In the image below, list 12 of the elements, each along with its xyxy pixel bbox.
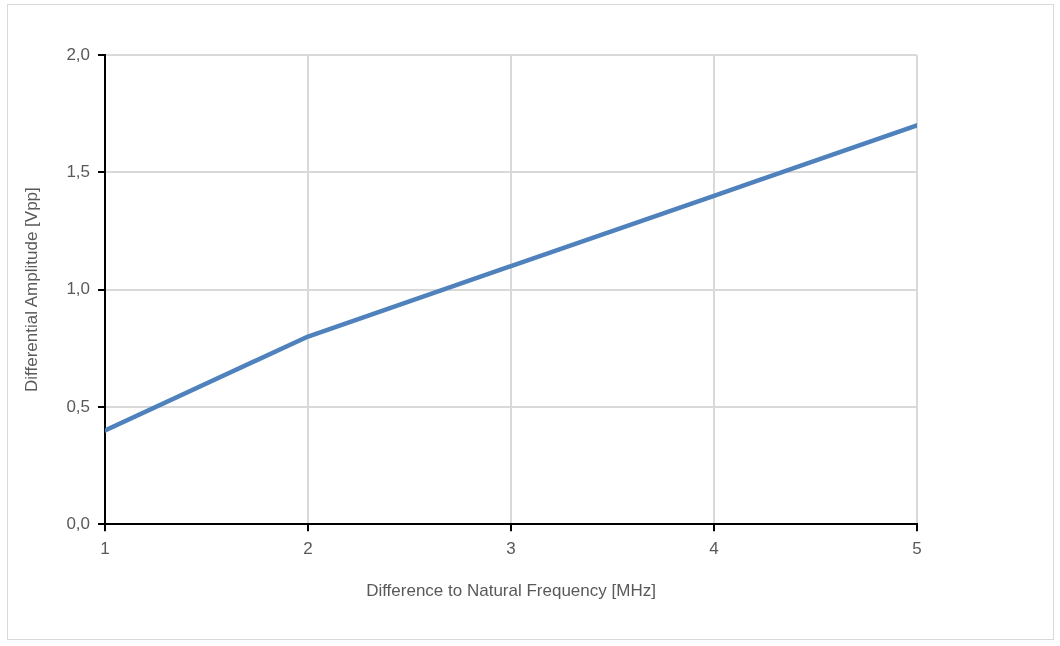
y-tick-label: 0,0 [66, 513, 91, 533]
y-tick-label: 0,5 [66, 396, 91, 416]
x-axis-title: Difference to Natural Frequency [MHz] [366, 581, 656, 601]
x-tick-label: 4 [709, 539, 719, 559]
x-tick-label: 2 [303, 539, 313, 559]
x-tick-label: 3 [506, 539, 516, 559]
y-axis-title: Differential Amplitude [Vpp] [21, 187, 41, 392]
y-tick-label: 1,5 [66, 161, 91, 181]
x-tick-label: 5 [912, 539, 922, 559]
x-tick-label: 1 [100, 539, 110, 559]
y-tick-label: 1,0 [66, 279, 91, 299]
y-tick-label: 2,0 [66, 44, 91, 64]
